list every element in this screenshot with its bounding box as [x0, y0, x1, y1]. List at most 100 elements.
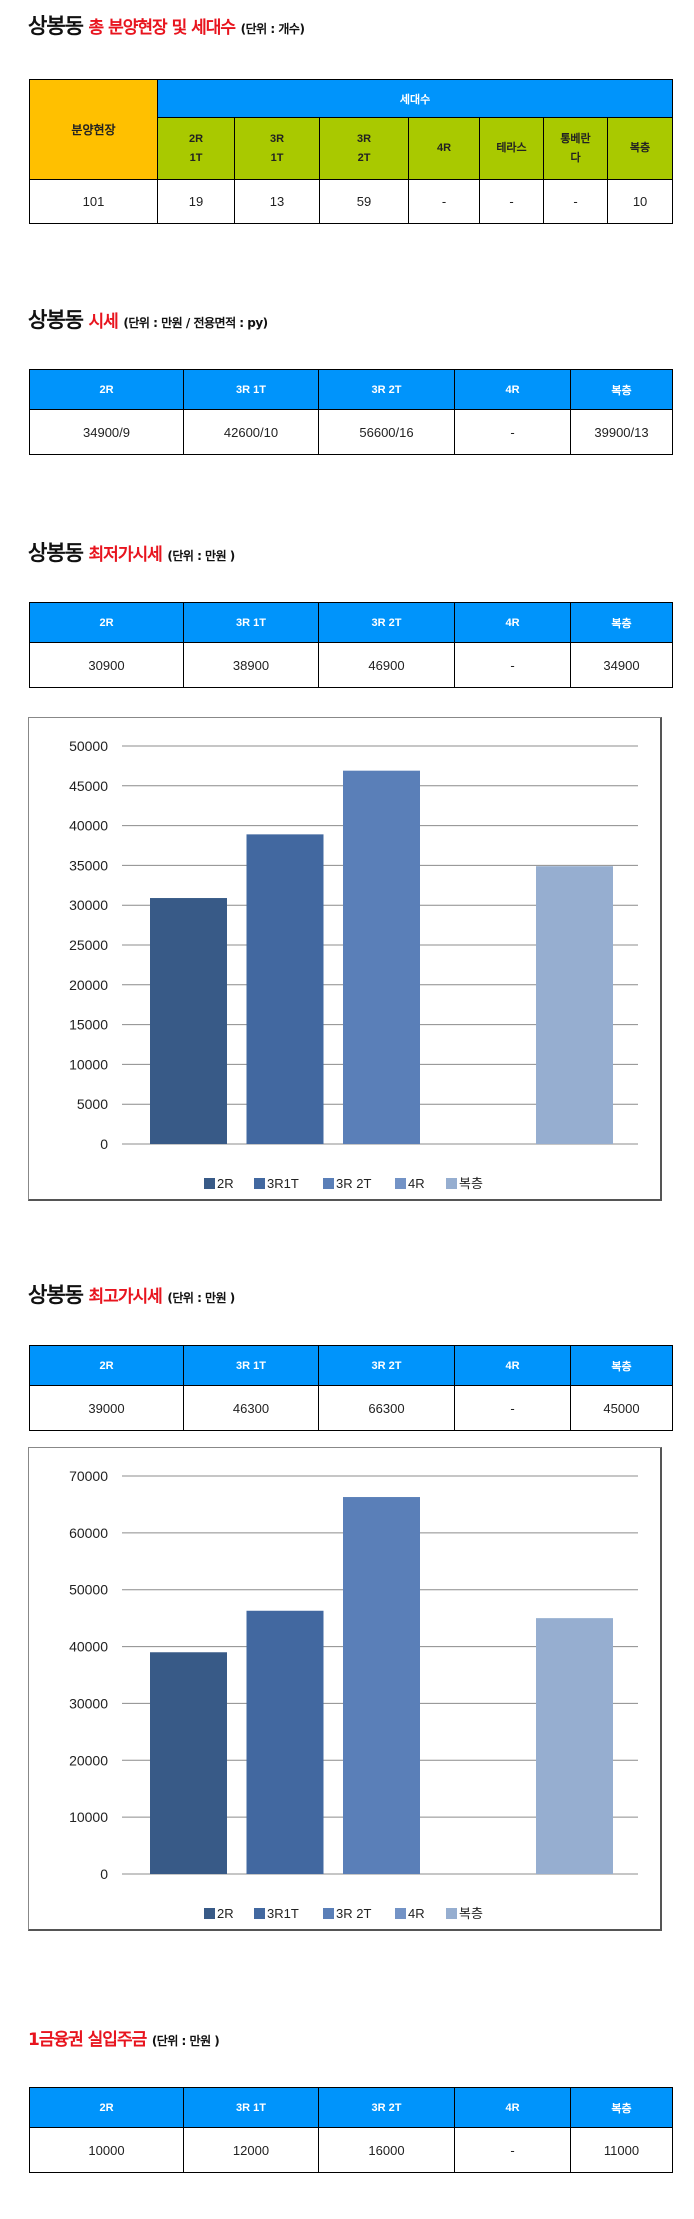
value-cell: 38900: [183, 642, 319, 688]
column-header: 3R 1T: [183, 1345, 319, 1386]
column-header: 복층: [570, 602, 673, 643]
title-main: 상봉동: [28, 308, 84, 332]
value-cell: 46300: [183, 1385, 319, 1431]
value-cell: 34900/9: [29, 409, 184, 455]
value-cell: 46900: [318, 642, 455, 688]
value-cell: 66300: [318, 1385, 455, 1431]
column-header: 2R: [29, 2087, 184, 2128]
value-cell: -: [454, 1385, 571, 1431]
value-cell: 39000: [29, 1385, 184, 1431]
value-cell: 56600/16: [318, 409, 455, 455]
legend-label: 3R 2T: [336, 1906, 371, 1921]
column-header: 3R 1T: [183, 2087, 319, 2128]
legend-label: 4R: [408, 1906, 425, 1921]
bar-3R2T: [343, 1497, 420, 1874]
value-cell: -: [479, 179, 544, 224]
legend-swatch: [395, 1178, 406, 1189]
title-main: 상봉동: [28, 1283, 84, 1307]
subheader-0: 2R 1T: [157, 117, 235, 180]
title-unit: (단위 : 만원 ): [151, 2034, 220, 2048]
y-tick-label: 0: [100, 1866, 108, 1882]
value-cell: 45000: [570, 1385, 673, 1431]
subheader-line: 2T: [357, 151, 371, 164]
value-cell: 42600/10: [183, 409, 319, 455]
bar-복층: [536, 1618, 613, 1874]
legend-swatch: [323, 1908, 334, 1919]
highest-price-table: 2R 3R 1T 3R 2T 4R 복층 39000 46300 66300-45000: [29, 1345, 673, 1431]
value-cell: 11000: [570, 2127, 673, 2173]
y-tick-label: 35000: [69, 857, 108, 873]
column-header: 복층: [570, 1345, 673, 1386]
value-cell: 10: [606, 179, 674, 224]
bar-3R1T: [246, 834, 324, 1144]
units-table: 분양현장 세대수 2R 1T 3R 1T 3R 2T 4R 테라스 통베란다 복층 101 19 13…: [29, 79, 674, 224]
subheader-5: 통베란다: [543, 117, 608, 180]
legend-label: 복층: [459, 1906, 483, 1921]
y-tick-label: 60000: [69, 1525, 108, 1541]
value-cell: -: [454, 2127, 571, 2173]
chart-svg: 0 10000 20000 30000 40000 50000 60000 70000 2R 3R…: [69, 1468, 638, 1921]
table-row: 39000 46300 66300-45000: [29, 1385, 673, 1431]
column-header: 복층: [570, 369, 673, 410]
column-header: 4R: [454, 602, 571, 643]
title-highlight: 최고가시세: [88, 1287, 163, 1307]
y-tick-label: 45000: [69, 778, 108, 794]
subheader-4: 테라스: [479, 117, 544, 180]
column-header: 4R: [454, 1345, 571, 1386]
legend-swatch: [254, 1908, 265, 1919]
column-header: 복층: [570, 2087, 673, 2128]
value-cell: 13: [234, 179, 320, 224]
subheader-label: 통베란다: [560, 132, 591, 164]
header-row: 2R 3R 1T 3R 2T 4R 복층: [29, 602, 673, 643]
value-cell: -: [408, 179, 480, 224]
value-cell: 16000: [318, 2127, 455, 2173]
y-tick-label: 50000: [69, 738, 108, 754]
column-header: 3R 2T: [318, 602, 455, 643]
legend-swatch: [254, 1178, 265, 1189]
subheader-line: 4R: [436, 142, 452, 154]
value-cell: 59: [319, 179, 409, 224]
title-highlight: 최저가시세: [88, 545, 163, 565]
column-header: 2R: [29, 1345, 184, 1386]
legend-swatch: [323, 1178, 334, 1189]
column-header: 3R 1T: [183, 369, 319, 410]
column-header: 3R 2T: [318, 1345, 455, 1386]
legend-label: 복층: [459, 1176, 483, 1191]
subheader-6: 복층: [606, 117, 674, 180]
header-row: 2R 3R 1T 3R 2T 4R 복층: [29, 1345, 673, 1386]
section-title-move-in-cost: 1금융권 실입주금 (단위 : 만원 ): [28, 2025, 220, 2055]
title-unit: (단위 : 만원 ): [167, 1291, 235, 1305]
subheader-line: 복층: [629, 142, 651, 154]
bar-3R1T: [246, 1610, 324, 1874]
chart-svg: 0 5000 10000 15000 20000 25000 30000 35000 40000…: [69, 738, 638, 1191]
subheader-line: 1T: [189, 151, 203, 164]
lowest-price-chart: 0 5000 10000 15000 20000 25000 30000 35000 40000…: [28, 717, 662, 1201]
legend-label: 4R: [408, 1176, 425, 1191]
column-header: 4R: [454, 2087, 571, 2128]
subheader-line: 3R: [269, 132, 285, 145]
subheader-1: 3R 1T: [234, 117, 320, 180]
y-tick-label: 30000: [69, 1695, 108, 1711]
value-cell: -: [454, 642, 571, 688]
y-tick-label: 25000: [69, 937, 108, 953]
header-row: 2R 3R 1T 3R 2T 4R 복층: [29, 369, 673, 410]
bar-3R2T: [343, 770, 420, 1144]
subheader-line: 2R: [188, 132, 204, 145]
subheader-line: 3R: [356, 132, 372, 145]
header-units: 세대수: [156, 79, 674, 118]
y-tick-label: 50000: [69, 1582, 108, 1598]
value-cell: 10000: [29, 2127, 184, 2173]
title-highlight: 시세: [88, 312, 119, 332]
y-tick-label: 30000: [69, 897, 108, 913]
section-title-lowest-price: 상봉동 최저가시세 (단위 : 만원 ): [28, 538, 235, 568]
value-cell: 39900/13: [570, 409, 673, 455]
section-title-highest-price: 상봉동 최고가시세 (단위 : 만원 ): [28, 1280, 235, 1310]
y-tick-label: 15000: [69, 1017, 108, 1033]
bar-2R: [150, 1652, 227, 1874]
title-unit: (단위 : 만원 / 전용면적 : py): [123, 316, 268, 330]
table-row: 30900 38900 46900-34900: [29, 642, 673, 688]
section-title-price: 상봉동 시세 (단위 : 만원 / 전용면적 : py): [28, 305, 268, 335]
y-tick-label: 5000: [77, 1096, 108, 1112]
section-title-units: 상봉동 총 분양현장 및 세대수 (단위 : 개수): [28, 11, 305, 41]
move-in-cost-table: 2R 3R 1T 3R 2T 4R 복층 10000 12000 16000-11000: [29, 2087, 673, 2173]
